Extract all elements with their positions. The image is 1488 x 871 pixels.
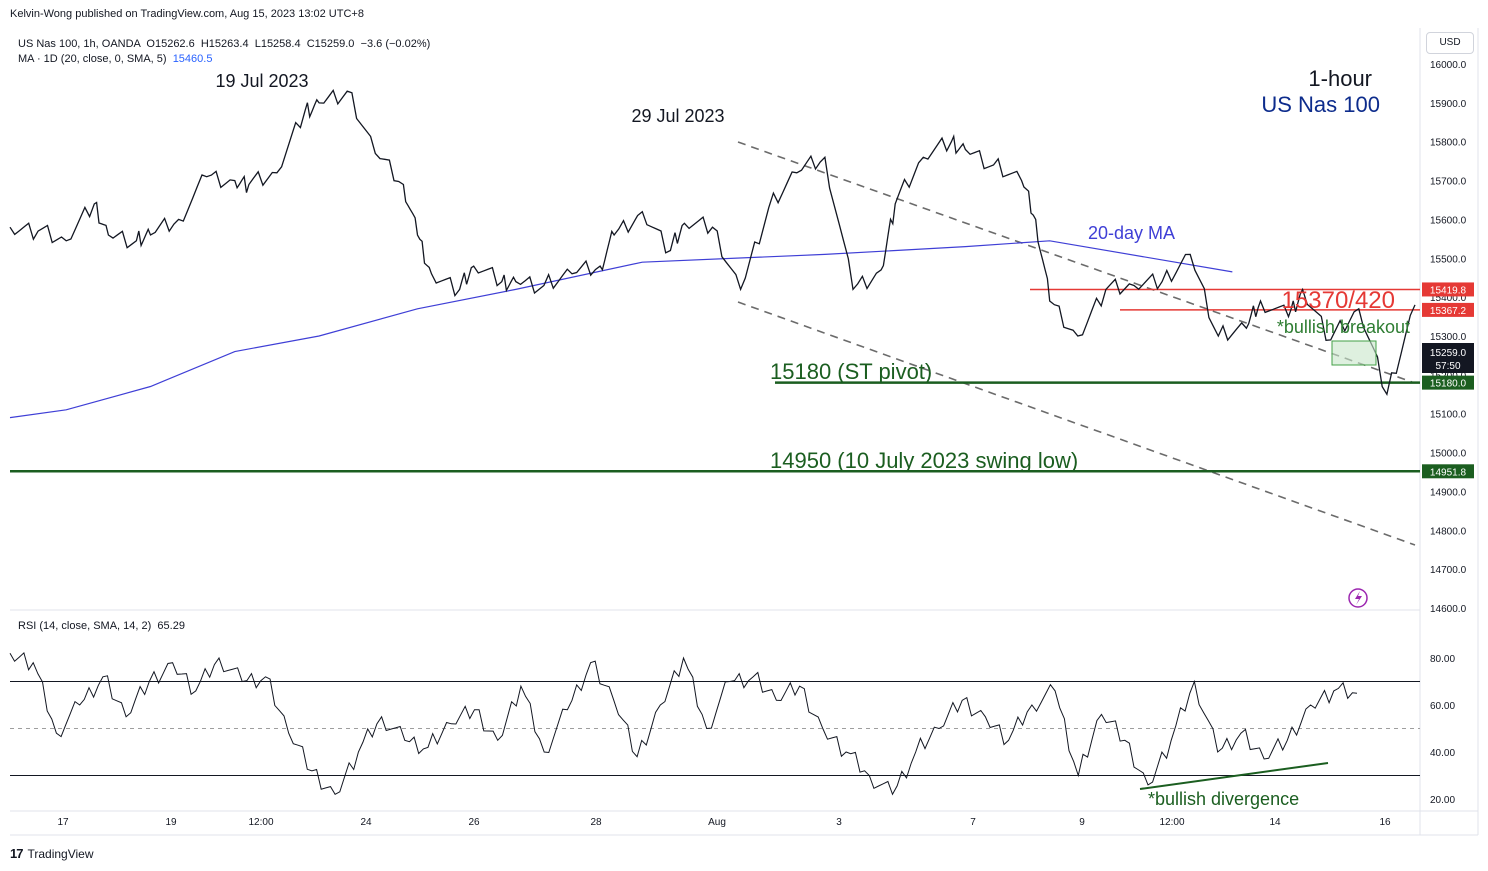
time-tick-label: 3 [836, 817, 842, 828]
price-tick-label: 15300.0 [1430, 332, 1467, 343]
annotation-divergence: *bullish divergence [1148, 789, 1299, 809]
ma-value: 15460.5 [172, 53, 213, 65]
price-tick-label: 15900.0 [1430, 99, 1467, 110]
chart-title: 1-hour [1308, 66, 1372, 91]
price-tick-label: 15400.0 [1430, 293, 1467, 304]
rsi-tick-label: 80.00 [1430, 654, 1455, 665]
price-tick-label: 14600.0 [1430, 604, 1467, 615]
price-tick-label: 15100.0 [1430, 410, 1467, 421]
price-tick-label: 14700.0 [1430, 565, 1467, 576]
rsi-line [9, 651, 1358, 796]
symbol-legend: US Nas 100, 1h, OANDA O15262.6 H15263.4 … [18, 36, 430, 53]
time-tick-label: 9 [1079, 817, 1085, 828]
annotation-breakout: *bullish breakout [1277, 317, 1410, 337]
low-value: L15258.4 [254, 38, 301, 50]
price-tick-label: 14900.0 [1430, 487, 1467, 498]
annotation-ma: 20-day MA [1088, 223, 1175, 243]
level-tag-label: 15180.0 [1430, 379, 1467, 390]
last-price-tag: 15259.0 57:50 [1422, 343, 1474, 373]
ma-label: MA · 1D (20, close, 0, SMA, 5) [18, 53, 167, 65]
rsi-tick-label: 20.00 [1430, 795, 1455, 806]
level-tag [1422, 282, 1474, 297]
level-tag-label: 15367.2 [1430, 306, 1467, 317]
time-tick-label: 28 [590, 817, 602, 828]
price-tick-label: 15800.0 [1430, 138, 1467, 149]
tradingview-logo-icon: 17 [10, 846, 24, 861]
time-axis: 17 19 12:00 24 26 28 Aug 3 7 9 12:00 14 16 [57, 817, 1391, 828]
time-tick-label: 19 [165, 817, 177, 828]
rsi-legend: RSI (14, close, SMA, 14, 2) 65.29 [18, 620, 185, 632]
annotation-resistance: 15370/420 [1282, 287, 1395, 314]
level-tag-label: 15419.8 [1430, 285, 1467, 296]
descending-channel [737, 141, 1416, 546]
alert-icon[interactable] [1348, 588, 1368, 608]
annotation-jul29: 29 Jul 2023 [631, 106, 724, 126]
time-tick-label: 12:00 [1159, 817, 1184, 828]
channel-lower-line [737, 301, 1416, 546]
time-tick-label: 17 [57, 817, 69, 828]
last-price-label: 15259.0 [1430, 348, 1467, 359]
rsi-tick-label: 60.00 [1430, 701, 1455, 712]
time-tick-label: 14 [1269, 817, 1281, 828]
time-tick-label: 26 [468, 817, 480, 828]
price-tick-label: 15000.0 [1430, 449, 1467, 460]
rsi-label: RSI (14, close, SMA, 14, 2) [18, 620, 152, 632]
annotation-jul19: 19 Jul 2023 [215, 71, 308, 91]
footer-brand-text: TradingView [27, 846, 94, 861]
symbol-name: US Nas 100, 1h, OANDA [18, 38, 141, 50]
time-tick-label: 7 [970, 817, 976, 828]
rsi-axis: 80.00 60.00 40.00 20.00 [1430, 654, 1455, 806]
price-tick-label: 14800.0 [1430, 526, 1467, 537]
high-value: H15263.4 [200, 38, 249, 50]
divergence-line [1139, 762, 1329, 790]
ma-legend: MA · 1D (20, close, 0, SMA, 5) 15460.5 [18, 53, 212, 65]
level-tag-label: 14951.8 [1430, 467, 1467, 478]
chart-subtitle: US Nas 100 [1261, 92, 1380, 117]
level-tag [1422, 375, 1474, 390]
annotation-swing-low: 14950 (10 July 2023 swing low) [770, 448, 1078, 473]
countdown-label: 57:50 [1435, 361, 1460, 372]
rsi-value: 65.29 [157, 620, 185, 632]
rsi-bands [10, 681, 1420, 776]
chart-frame [10, 28, 1479, 836]
close-value: C15259.0 [306, 38, 355, 50]
footer-brand[interactable]: 17 TradingView [10, 846, 94, 861]
price-tick-label: 16000.0 [1430, 60, 1467, 71]
price-tick-label: 15700.0 [1430, 177, 1467, 188]
price-tick-label: 15500.0 [1430, 254, 1467, 265]
open-value: O15262.6 [146, 38, 195, 50]
annotation-pivot: 15180 (ST pivot) [770, 359, 932, 384]
time-tick-label: Aug [708, 817, 726, 828]
ma-20day-line [9, 240, 1233, 419]
level-tag [1422, 302, 1474, 317]
time-tick-label: 24 [360, 817, 372, 828]
channel-upper-line [737, 141, 1413, 383]
publisher-line: Kelvin-Wong published on TradingView.com… [10, 8, 364, 20]
change-value: −3.6 (−0.02%) [360, 38, 431, 50]
rsi-tick-label: 40.00 [1430, 748, 1455, 759]
time-tick-label: 16 [1379, 817, 1391, 828]
breakout-box [1331, 340, 1377, 366]
price-tick-label: 15600.0 [1430, 215, 1467, 226]
currency-button[interactable]: USD [1426, 32, 1474, 54]
price-axis: 16000.0 15900.0 15800.0 15700.0 15600.0 15500… [1430, 60, 1467, 615]
price-series-line [9, 89, 1416, 397]
level-tag [1422, 464, 1474, 479]
time-tick-label: 12:00 [248, 817, 273, 828]
support-resistance-levels: 15419.8 15367.2 15180.0 14951.8 [10, 282, 1474, 479]
